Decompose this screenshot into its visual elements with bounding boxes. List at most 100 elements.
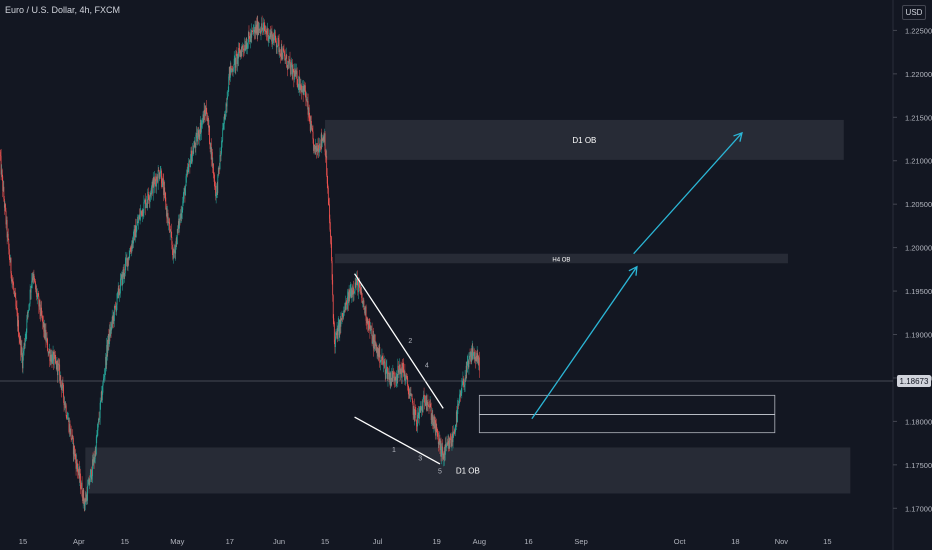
candle-body — [139, 213, 141, 220]
candle-body — [371, 329, 373, 344]
candle-body — [92, 459, 93, 477]
candle-body — [165, 197, 167, 210]
candle-body — [43, 321, 45, 332]
candle-body — [141, 211, 143, 217]
candle-body — [272, 34, 273, 45]
candle-body — [413, 406, 415, 415]
candle-body — [232, 71, 234, 72]
candle-body — [47, 350, 49, 354]
candle-body — [279, 49, 281, 55]
projection-arrow[interactable] — [531, 265, 638, 420]
candle-body — [78, 467, 80, 479]
candle-body — [387, 366, 388, 380]
candle-body — [441, 447, 442, 457]
candle-body — [52, 354, 53, 364]
candle-body — [372, 342, 374, 344]
candle-body — [197, 130, 199, 136]
candle-body — [314, 146, 316, 150]
candle-body — [400, 368, 401, 375]
candle-body — [106, 344, 108, 354]
currency-badge[interactable]: USD — [902, 5, 926, 20]
candle-body — [170, 230, 172, 232]
candle-body — [1, 170, 3, 177]
candle-body — [87, 485, 88, 501]
candle-body — [474, 351, 475, 360]
candle-body — [377, 348, 379, 357]
candle-body — [200, 122, 202, 133]
candle-body — [48, 351, 50, 354]
candle-body — [115, 306, 116, 307]
order-block-zone[interactable] — [334, 253, 788, 264]
candle-body — [300, 85, 302, 90]
candle-body — [282, 48, 284, 59]
candle-body — [190, 160, 191, 168]
candle-body — [465, 377, 467, 379]
candle-body — [466, 361, 468, 373]
candle-body — [302, 86, 303, 90]
candle-body — [432, 422, 434, 427]
candle-body — [310, 121, 312, 129]
time-axis[interactable]: 15 Apr 15 May 17 Jun 15 Jul 19 Aug 16 Sep Oct 18 Nov 15 — [19, 537, 832, 546]
candle-body — [11, 279, 13, 282]
candle-body — [133, 229, 135, 232]
candle-body — [58, 363, 59, 365]
candle-body — [78, 467, 80, 473]
candle-body — [176, 228, 178, 245]
order-block-zone[interactable] — [325, 119, 844, 160]
candle-body — [358, 282, 360, 284]
candle-body — [424, 396, 426, 403]
candle-body — [426, 402, 428, 406]
candle-body — [23, 343, 25, 352]
candle-body — [147, 191, 149, 198]
candle-body — [367, 318, 369, 325]
candle-body — [104, 375, 105, 378]
candle-body — [399, 364, 400, 371]
candle-body — [320, 147, 322, 149]
candle-body — [240, 51, 242, 53]
candle-body — [135, 231, 137, 238]
candle-body — [100, 391, 102, 401]
candle-body — [372, 335, 374, 343]
candle-body — [478, 357, 480, 371]
order-block-zone[interactable] — [85, 447, 851, 494]
candle-body — [153, 178, 155, 187]
time-tick-label: Nov — [775, 537, 789, 546]
candle-body — [297, 84, 299, 87]
candle-body — [370, 325, 371, 332]
wedge-trendline[interactable] — [354, 416, 441, 465]
price-tick-label: 1.21000 — [905, 157, 932, 166]
candle-body — [231, 68, 232, 72]
candle-body — [292, 69, 294, 75]
candle-body — [209, 125, 210, 145]
zone-label: H4 OB — [552, 257, 570, 263]
price-tick-label: 1.22000 — [905, 70, 932, 79]
candle-body — [368, 321, 370, 326]
candle-body — [442, 446, 444, 460]
candle-body — [174, 250, 176, 254]
candle-body — [404, 371, 406, 381]
price-axis[interactable]: 1.22500 1.22000 1.21500 1.21000 1.20500 1.200… — [893, 26, 932, 513]
candle-body — [373, 335, 375, 351]
candle-body — [293, 70, 295, 80]
projection-arrow[interactable] — [633, 131, 743, 255]
candle-body — [72, 435, 74, 438]
candle-body — [3, 186, 5, 199]
candle-body — [31, 277, 33, 281]
candle-body — [59, 375, 61, 381]
candle-body — [155, 181, 157, 187]
candle-body — [196, 132, 198, 142]
candle-body — [263, 24, 265, 26]
entry-zone-box[interactable] — [478, 394, 776, 434]
candle-body — [418, 412, 419, 418]
candle-body — [29, 303, 30, 305]
candle-body — [235, 54, 237, 55]
candle-body — [435, 420, 436, 436]
candle-body — [128, 256, 130, 260]
candle-body — [337, 328, 339, 339]
wedge-trendline[interactable] — [354, 273, 444, 409]
candle-body — [396, 375, 398, 380]
candle-body — [335, 336, 336, 348]
candle-body — [289, 59, 290, 62]
candle-body — [112, 316, 114, 321]
